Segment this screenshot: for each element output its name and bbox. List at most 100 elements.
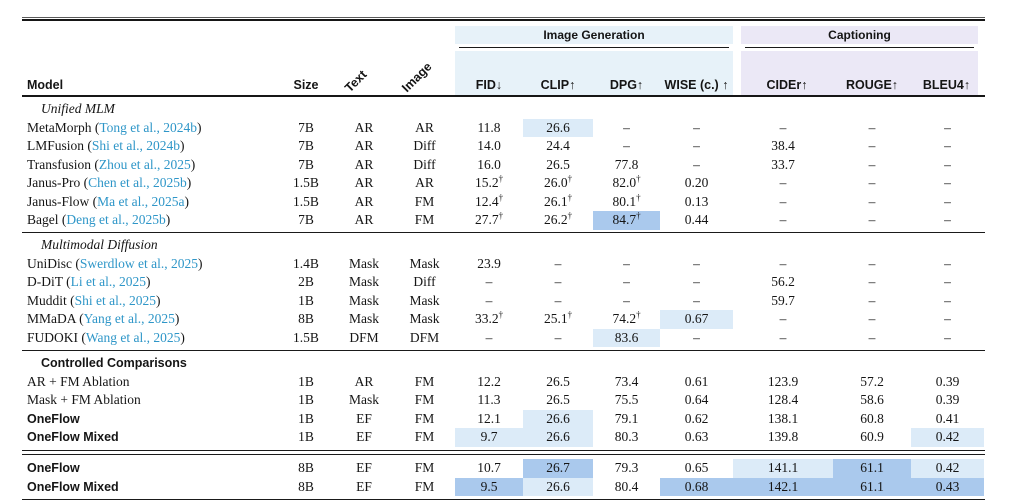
cell-image: Mask [409, 255, 440, 271]
cell-dpg: 77.8 [614, 156, 639, 172]
cell-clip: 26.6 [523, 118, 593, 137]
cell-model: D-DiT (Li et al., 2025) [27, 274, 151, 290]
cell-fid: – [485, 292, 493, 308]
cell-image: FM [414, 373, 435, 389]
table-row: Bagel (Deng et al., 2025b) 7B AR FM 27.7† 26.… [22, 211, 985, 230]
cell-text: AR [354, 193, 374, 209]
table-row: OneFlow Mixed 8B EF FM 9.5 26.6 80.4 0.68 142.1 6… [22, 477, 985, 497]
metric-header-band-imggen [455, 51, 733, 95]
column-header-fid: FID↓ [475, 78, 503, 92]
cell-dpg: 84.7† [593, 211, 660, 230]
cell-image: FM [414, 193, 435, 209]
model-name: OneFlow Mixed [27, 479, 119, 494]
table-row: OneFlow 1B EF FM 12.1 26.6 79.1 0.62 138.1 60.8 0.… [22, 409, 985, 429]
cell-size: 1.5B [293, 175, 319, 190]
cell-dpg: 73.4 [614, 373, 639, 389]
cell-dpg: – [623, 292, 630, 308]
cell-dpg: – [623, 255, 630, 271]
cell-image: FM [414, 392, 435, 408]
cell-bleu4: – [944, 292, 951, 308]
column-header-bleu4: BLEU4↑ [922, 78, 971, 92]
citation-link[interactable]: Zhou et al., 2025 [98, 156, 191, 172]
cell-image: FM [414, 410, 435, 426]
cell-clip: – [554, 329, 562, 345]
citation-link[interactable]: Wang et al., 2025 [85, 329, 181, 345]
cell-wise: 0.20 [684, 175, 709, 190]
cell-model: OneFlow [22, 410, 278, 429]
cell-fid: 10.7 [477, 460, 501, 476]
cell-size: 7B [298, 138, 314, 153]
cell-clip: 26.5 [546, 156, 570, 172]
cell-cider: – [779, 329, 787, 345]
cell-size: 8B [298, 311, 314, 327]
cell-cider: – [779, 193, 787, 209]
model-name: FUDOKI [27, 329, 79, 345]
section-divider-thin [22, 232, 985, 234]
cell-rouge: – [868, 193, 876, 209]
table-row: OneFlow 8B EF FM 10.7 26.7 79.3 0.65 141.1 61.1 0.… [22, 459, 985, 478]
cell-wise: – [693, 138, 700, 153]
cell-wise: – [693, 292, 700, 308]
cell-clip: 26.7 [523, 459, 593, 478]
cell-text: EF [356, 410, 372, 426]
model-name: LMFusion [27, 138, 85, 153]
cell-dpg: 82.0† [612, 173, 641, 190]
cell-fid: 9.5 [455, 477, 523, 497]
cell-wise: – [693, 255, 700, 271]
cell-size: 1.5B [293, 329, 319, 345]
cell-dpg: 79.3 [614, 460, 639, 476]
cell-clip: 24.4 [546, 138, 570, 153]
cell-fid: 27.7† [474, 210, 504, 227]
cell-fid: 11.8 [477, 119, 501, 135]
cell-model: AR + FM Ablation [22, 373, 278, 392]
citation-link[interactable]: Li et al., 2025 [70, 274, 146, 290]
cell-clip: 26.5 [546, 392, 570, 408]
table-row: Mask + FM Ablation 1B Mask FM 11.3 26.5 75.5 0.… [22, 391, 985, 410]
model-name: Mask + FM Ablation [27, 392, 141, 408]
table-body: Unified MLM MetaMorph (Tong et al., 2024b… [22, 100, 985, 500]
table-row: LMFusion (Shi et al., 2024b) 7B AR Diff 14.0… [22, 137, 985, 156]
cell-image: FM [414, 429, 435, 445]
section-divider-thin [22, 349, 985, 352]
cell-rouge: – [868, 329, 876, 345]
cell-text: Mask [349, 311, 379, 327]
cell-cider: 33.7 [771, 156, 795, 172]
model-name: Janus-Pro [27, 175, 81, 190]
cell-text: AR [354, 138, 374, 153]
citation-link[interactable]: Shi et al., 2025 [74, 292, 157, 308]
cell-cider: 138.1 [767, 410, 799, 426]
cell-model: LMFusion (Shi et al., 2024b) [27, 138, 185, 153]
cell-bleu4: – [944, 193, 951, 209]
cell-clip: – [554, 255, 562, 271]
citation-link[interactable]: Tong et al., 2024b [99, 119, 198, 135]
cell-fid: – [485, 274, 493, 290]
table-row: Muddit (Shi et al., 2025) 1B Mask Mask – – – – 5… [22, 292, 985, 311]
cell-image: FM [414, 478, 435, 494]
cell-clip: 26.6 [523, 409, 593, 429]
cell-rouge: 60.9 [860, 429, 884, 445]
citation-link[interactable]: Ma et al., 2025a [97, 193, 185, 209]
section-title: Unified MLM [41, 101, 115, 116]
cell-text: EF [356, 460, 372, 476]
cell-bleu4: 0.43 [911, 477, 984, 497]
dagger-footnote-marker: † [636, 192, 641, 202]
cell-fid: 14.0 [477, 138, 501, 153]
cell-rouge: – [868, 311, 876, 327]
citation-link[interactable]: Swerdlow et al., 2025 [79, 255, 198, 271]
cell-model: FUDOKI (Wang et al., 2025) [27, 329, 185, 345]
citation-link[interactable]: Chen et al., 2025b [88, 175, 187, 190]
cell-cider: 139.8 [767, 429, 799, 445]
cell-wise: 0.67 [660, 310, 733, 329]
cmidrule-captioning [745, 46, 974, 48]
citation-link[interactable]: Yang et al., 2025 [83, 311, 175, 327]
cell-fid: 23.9 [477, 255, 501, 271]
citation-link[interactable]: Deng et al., 2025b [66, 212, 166, 227]
cell-size: 1B [298, 373, 314, 389]
cell-clip: 26.2† [543, 210, 573, 227]
citation-link[interactable]: Shi et al., 2024b [91, 138, 181, 153]
cell-dpg: 75.5 [614, 392, 639, 408]
cell-bleu4: 0.39 [935, 392, 960, 408]
cell-size: 2B [298, 274, 314, 290]
cell-model: Muddit (Shi et al., 2025) [27, 292, 161, 308]
cell-rouge: – [868, 274, 876, 290]
